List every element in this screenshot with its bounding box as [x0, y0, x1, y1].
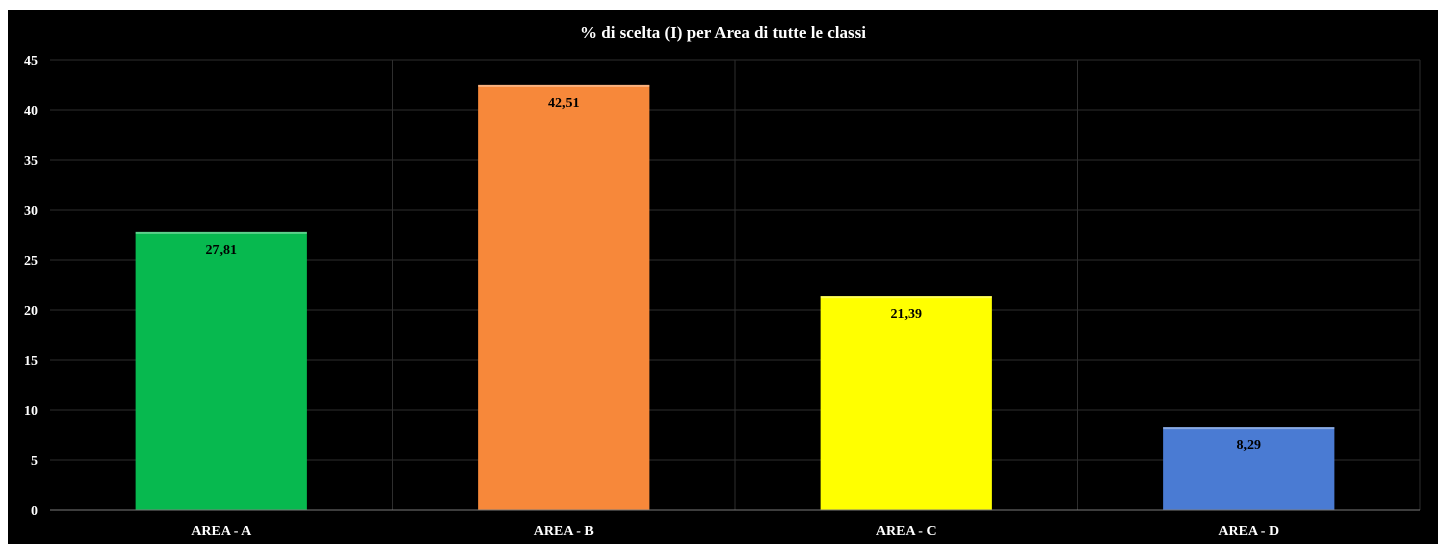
y-tick-label: 35	[24, 154, 38, 169]
bar-area-d	[1163, 427, 1335, 510]
data-label: 8,29	[1237, 438, 1262, 453]
bar-area-a	[135, 231, 307, 510]
y-tick-label: 20	[24, 304, 38, 319]
y-tick-label: 45	[24, 54, 38, 69]
y-tick-label: 40	[24, 104, 38, 119]
data-labels: 27,81 42,51 21,39 8,29	[206, 96, 1262, 453]
y-tick-label: 10	[24, 404, 38, 419]
x-tick-label: AREA - D	[1218, 524, 1279, 539]
y-tick-label: 15	[24, 354, 38, 369]
y-tick-label: 30	[24, 204, 38, 219]
x-tick-label: AREA - A	[191, 524, 252, 539]
y-tick-label: 0	[31, 504, 38, 519]
x-tick-label: AREA - B	[534, 524, 594, 539]
chart-frame: % di scelta (I) per Area di tutte le cla…	[8, 10, 1438, 544]
x-tick-label: AREA - C	[876, 524, 937, 539]
bar-chart: % di scelta (I) per Area di tutte le cla…	[24, 23, 1421, 539]
data-label: 21,39	[891, 307, 923, 322]
bar-area-c	[820, 296, 992, 510]
data-label: 27,81	[206, 243, 238, 258]
chart-title: % di scelta (I) per Area di tutte le cla…	[580, 23, 866, 42]
bars	[135, 84, 1335, 511]
y-tick-label: 25	[24, 254, 38, 269]
data-label: 42,51	[548, 96, 580, 111]
y-tick-label: 5	[31, 454, 38, 469]
bar-area-b	[478, 84, 650, 511]
axes: 0 5 10 15 20 25 30 35 40 45 AREA - A AREA - B AREA -…	[24, 54, 1420, 539]
